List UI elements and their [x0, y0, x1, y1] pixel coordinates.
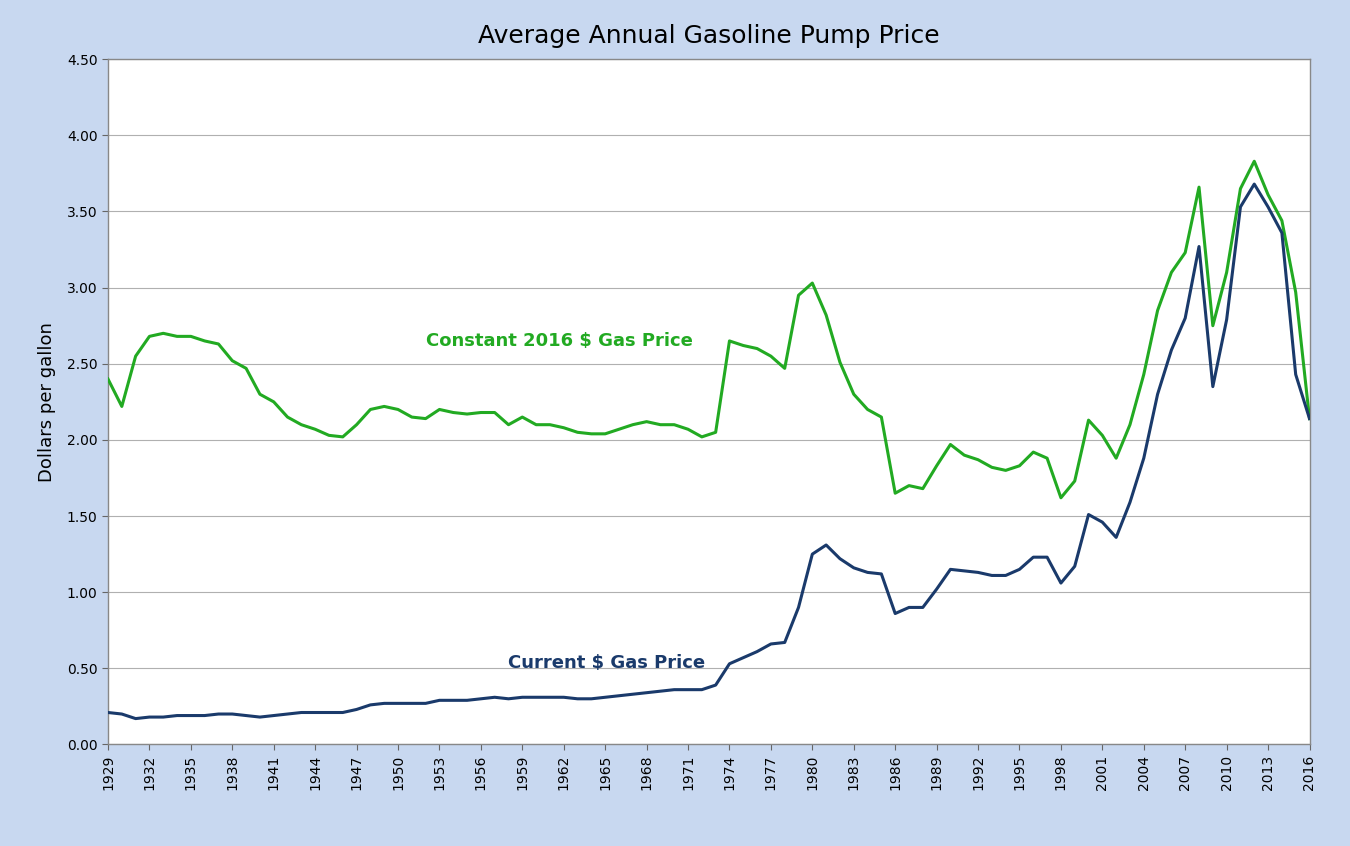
Text: Constant 2016 $ Gas Price: Constant 2016 $ Gas Price	[425, 332, 693, 349]
Title: Average Annual Gasoline Pump Price: Average Annual Gasoline Pump Price	[478, 24, 940, 47]
Y-axis label: Dollars per gallon: Dollars per gallon	[38, 322, 55, 481]
Text: Current $ Gas Price: Current $ Gas Price	[509, 654, 706, 673]
